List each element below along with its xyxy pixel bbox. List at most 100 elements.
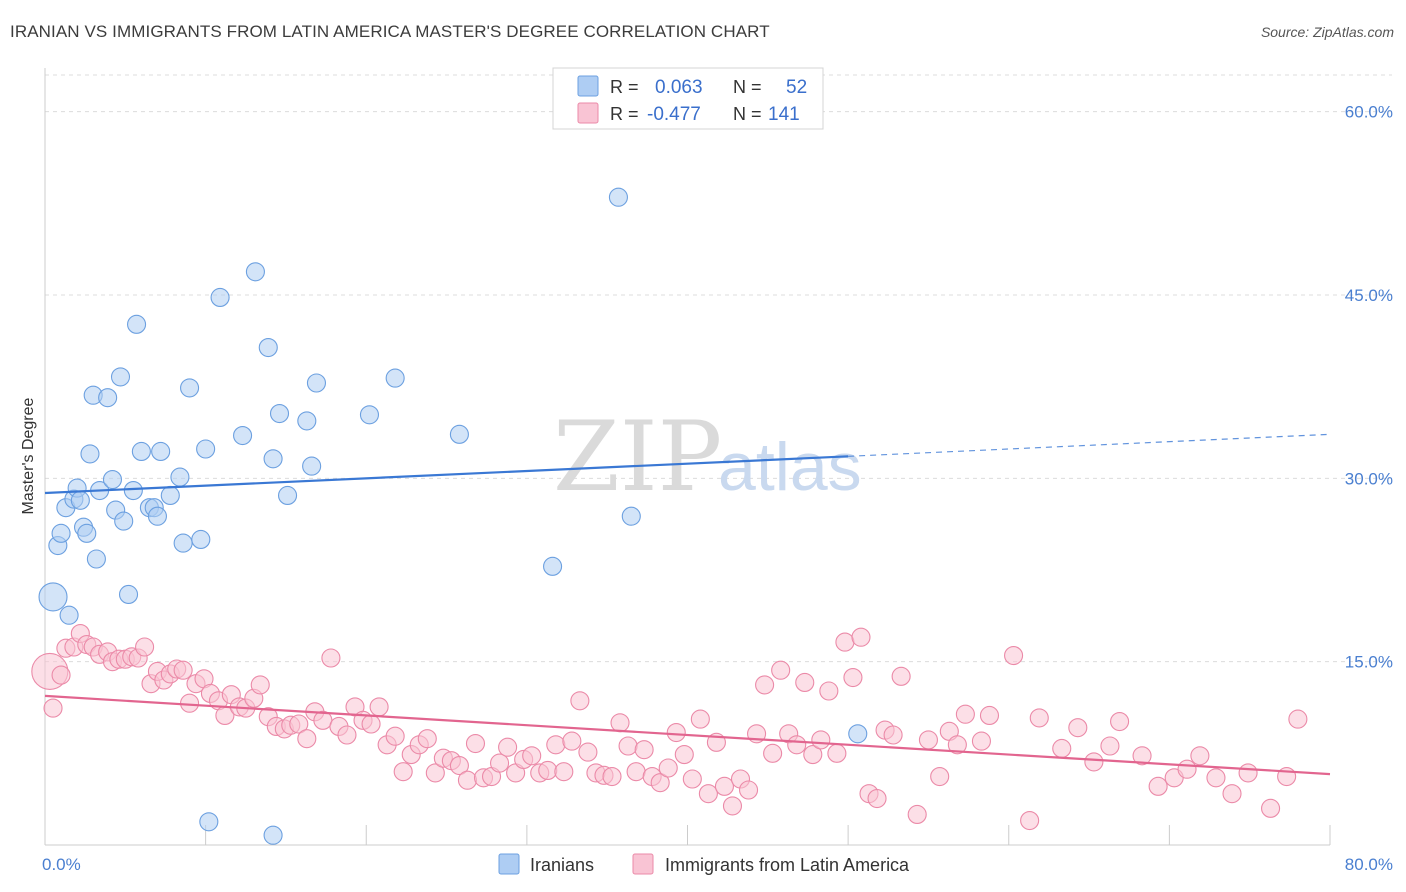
points-layer [31,187,1308,845]
latin-america-point [763,743,783,763]
iranians-point [297,411,317,431]
iranians-point [51,523,71,543]
latin-america-point [465,734,486,754]
latin-america-point [674,745,694,765]
iranians-point [110,367,131,387]
y-tick-label: 30.0% [1345,469,1393,488]
legend-n-label-1: N = [733,77,762,97]
latin-america-point [1238,763,1258,783]
latin-america-point [795,672,815,692]
latin-america-point [1190,746,1210,766]
latin-america-point [1206,768,1226,788]
series-legend: Iranians Immigrants from Latin America [498,853,910,875]
latin-america-point [562,731,582,751]
latin-america-point [971,731,991,751]
latin-america-point [1029,708,1049,728]
latin-america-point [1068,718,1088,738]
iranians-point [114,511,134,531]
latin-america-point [650,773,670,793]
iranians-point [302,456,322,476]
iranians-trend-extension [848,433,1331,457]
latin-america-point [602,767,622,787]
iranians-point [848,724,868,744]
latin-america-point [546,735,566,755]
latin-america-point [618,736,638,756]
latin-america-point [843,668,863,688]
iranians-point [147,506,167,526]
legend-n-value-1: 52 [786,77,807,98]
latin-america-point [393,762,413,782]
latin-america-point [610,713,630,733]
watermark-atlas: atlas [718,429,862,505]
latin-america-point [457,770,477,790]
legend-n-value-2: 141 [768,104,800,125]
latin-america-point [1148,776,1168,796]
latin-america-point [811,730,831,750]
iranians-point [359,405,380,425]
latin-america-point [337,725,357,745]
latin-america-point [947,735,967,755]
x-tick-label: 0.0% [42,855,81,874]
watermark: ZIP atlas [553,401,862,513]
iranians-point [127,314,147,334]
watermark-zip: ZIP [553,401,722,513]
latin-america-point [578,742,598,762]
latin-america-point [907,804,927,824]
iranians-point [98,388,118,408]
iranians-point [449,424,469,444]
latin-america-point [498,737,518,757]
latin-america-point [554,762,574,782]
chart-title: IRANIAN VS IMMIGRANTS FROM LATIN AMERICA… [10,22,770,41]
legend-swatch-iranians [577,75,599,97]
latin-america-point [522,746,542,766]
iranians-point [38,582,68,612]
iranians-point [131,441,151,461]
iranians-point [269,404,290,424]
legend-r-label-1: R = [610,77,639,97]
latin-america-point [755,675,775,695]
latin-america-point [1020,811,1040,831]
latin-america-point [787,735,807,755]
latin-america-point [918,730,938,750]
latin-america-point [698,784,718,804]
iranians-point [543,556,563,576]
latin-america-trend-line [44,694,1331,776]
latin-america-point [1084,752,1104,772]
latin-america-point [658,758,678,778]
iranians-point [621,506,641,526]
latin-america-point [1288,709,1308,729]
latin-america-point [851,627,871,647]
latin-america-point [297,729,317,749]
bottom-legend-label-iranians: Iranians [530,855,594,875]
source-credit: Source: ZipAtlas.com [1260,24,1394,40]
iranians-point [77,523,97,543]
y-tick-label: 60.0% [1345,103,1393,122]
latin-america-point [835,632,855,652]
latin-america-point [626,762,646,782]
latin-america-point [1100,736,1120,756]
latin-america-point [449,756,469,776]
latin-america-point [867,789,887,809]
latin-america-point [250,675,270,695]
y-tick-label: 15.0% [1345,653,1393,672]
latin-america-point [722,796,743,816]
latin-america-point [819,681,839,701]
iranians-point [277,485,298,505]
latin-america-point [385,726,405,746]
latin-america-point [417,729,437,749]
latin-america-point [173,660,193,680]
iranians-trend-line [44,455,849,495]
x-tick-label: 80.0% [1345,855,1393,874]
iranians-point [210,287,230,307]
latin-america-point [51,665,71,685]
legend-r-value-2: -0.477 [647,104,701,125]
latin-america-point [289,714,309,734]
iranians-point [70,490,90,510]
y-tick-label: 45.0% [1345,286,1393,305]
latin-america-point [570,691,590,711]
grid-layer [45,74,1392,663]
bottom-legend-swatch-latin-america [632,853,654,875]
iranians-point [170,467,190,487]
iranians-point [59,605,79,625]
latin-america-point [1261,798,1281,818]
